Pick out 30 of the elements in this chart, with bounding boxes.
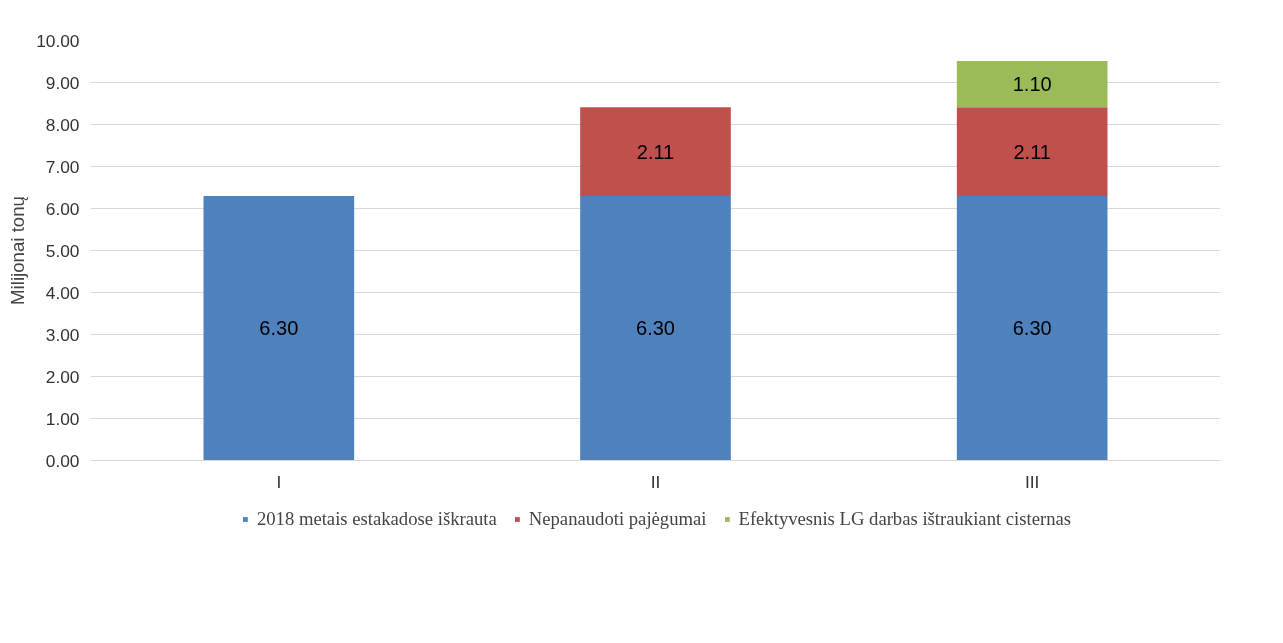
bar [956,195,1108,461]
x-tick-label: II [650,471,661,492]
data-label: 6.30 [259,317,299,340]
data-label: 6.30 [636,317,675,340]
bar [956,61,1108,108]
y-tick-label: 6.00 [45,198,80,219]
data-label: 6.30 [1012,317,1052,340]
bar [580,195,731,461]
legend-label: Nepanaudoti pajėgumai [528,508,707,530]
y-tick-label: 5.00 [45,240,80,261]
y-tick-label: 7.00 [45,156,80,177]
bar [580,107,731,196]
y-tick-label: 4.00 [45,282,80,303]
y-tick-label: 10.00 [36,30,80,51]
x-tick-label: I [276,471,282,492]
y-axis-title: Milijonai tonų [7,196,29,305]
bar [203,195,355,461]
bar [956,107,1108,196]
data-label: 2.11 [636,140,675,163]
data-label: 1.10 [1012,73,1052,96]
data-label: 2.11 [1013,140,1051,163]
y-tick-label: 3.00 [45,324,80,345]
y-tick-label: 9.00 [45,72,80,93]
y-tick-label: 2.00 [45,366,80,387]
y-tick-label: 0.00 [45,450,80,471]
y-tick-label: 1.00 [45,408,80,429]
y-tick-label: 8.00 [45,114,80,135]
x-tick-label: III [1024,471,1040,492]
legend-label: 2018 metais estakadose iškrauta [256,508,497,530]
legend-label: Efektyvesnis LG darbas ištraukiant cisternas [738,508,1072,530]
